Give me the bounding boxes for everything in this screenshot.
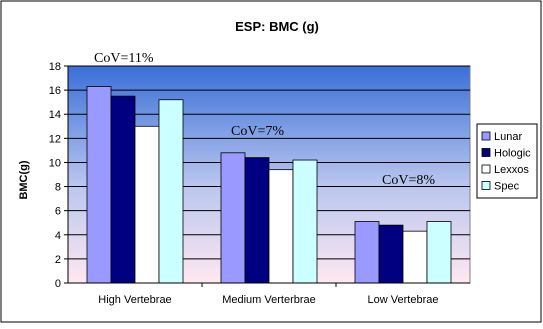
y-tick-label: 6	[55, 206, 61, 218]
legend-swatch-hologic	[481, 148, 491, 157]
bar-lexxos-0	[134, 125, 160, 284]
chart-title: ESP: BMC (g)	[235, 19, 319, 34]
bar-hologic-0	[110, 95, 136, 284]
legend-label-lexxos: Lexxos	[494, 164, 529, 176]
legend-swatch-lexxos	[481, 164, 491, 174]
cov-annotation-medium: CoV=7%	[231, 124, 284, 139]
bar-lexxos-1	[268, 169, 294, 284]
legend-label-spec: Spec	[494, 181, 520, 193]
y-tick-label: 10	[49, 157, 61, 169]
axes: 0 2 4 6 8 10 12 14 16 18 High Vertebrae Medium Vert…	[49, 61, 470, 306]
bar-hologic-1	[244, 157, 270, 284]
legend-swatch-lunar	[481, 131, 491, 141]
y-tick-label: 14	[49, 109, 61, 121]
legend-label-hologic: Hologic	[494, 148, 531, 160]
cov-annotation-high: CoV=11%	[94, 51, 154, 66]
legend-swatch-spec	[481, 181, 491, 190]
bar-lunar-2	[354, 221, 380, 284]
legend-label-lunar: Lunar	[494, 131, 522, 143]
bar-lunar-0	[86, 86, 112, 284]
bars	[86, 86, 452, 284]
y-tick-label: 4	[55, 230, 61, 242]
bar-spec-2	[426, 221, 452, 284]
bar-spec-1	[292, 159, 318, 284]
bar-hologic-2	[378, 224, 404, 284]
cov-annotation-low: CoV=8%	[382, 173, 435, 188]
legend: Lunar Hologic Lexxos Spec	[476, 123, 538, 199]
bar-lexxos-2	[402, 230, 428, 284]
x-tick-label: High Vertebrae	[98, 294, 171, 306]
bar-lunar-1	[220, 152, 246, 284]
y-tick-label: 0	[55, 278, 61, 290]
x-tick-label: Medium Verterbrae	[222, 294, 316, 306]
y-tick-label: 18	[49, 61, 61, 73]
bar-spec-0	[158, 99, 184, 284]
y-tick-label: 8	[55, 182, 61, 194]
y-tick-label: 2	[55, 254, 61, 266]
y-axis-label: BMC(g)	[18, 160, 30, 199]
x-tick-label: Low Vertebrae	[368, 294, 439, 306]
y-tick-label: 16	[49, 85, 61, 97]
y-tick-label: 12	[49, 133, 61, 145]
